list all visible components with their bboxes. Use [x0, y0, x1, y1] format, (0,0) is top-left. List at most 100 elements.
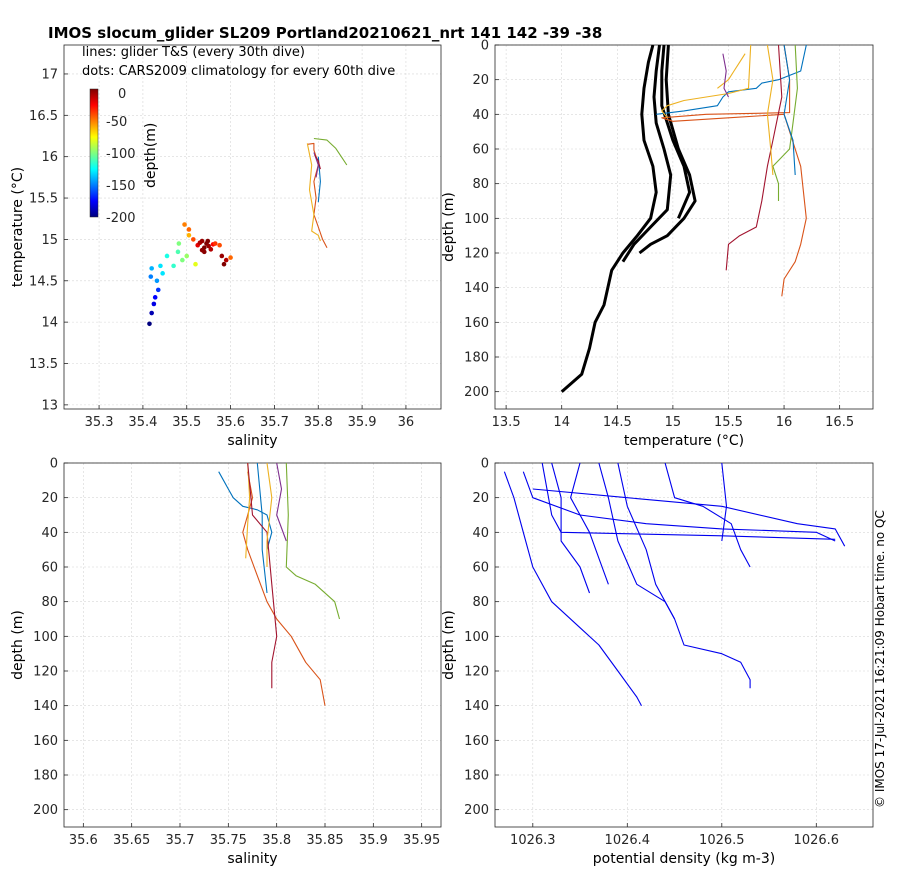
y-tick-label: 20 [41, 491, 58, 506]
x-axis-label: salinity [227, 433, 277, 449]
climatology-dot [221, 261, 227, 267]
climatology-dot [151, 301, 157, 307]
climatology-dot [176, 241, 182, 246]
y-tick-label: 80 [472, 595, 489, 610]
x-tick-label: 1026.5 [699, 833, 745, 848]
colorbar-gradient [89, 88, 99, 218]
profile-line [307, 142, 328, 248]
y-tick-label: 140 [464, 699, 489, 714]
profile-line [560, 45, 658, 393]
temperature-profile-panel: 13.5 14 14.5 15 15.5 16 16.5 0 20 40 60 80 100 120 140… [441, 39, 874, 449]
y-tick-label: 100 [464, 630, 489, 645]
climatology-dot [208, 247, 214, 252]
plot-frame [494, 44, 874, 410]
climatology-dot [182, 222, 187, 227]
y-tick-label: 0 [481, 457, 489, 472]
climatology-dot [171, 263, 176, 269]
x-tick-label: 35.8 [262, 833, 291, 848]
y-tick-label: 120 [464, 665, 489, 680]
profile-line [722, 53, 729, 98]
x-tick-label: 35.7 [166, 833, 195, 848]
x-tick-label: 14 [553, 415, 570, 430]
y-tick-label: 20 [472, 73, 489, 88]
profile-line [256, 463, 268, 594]
plot-frame [63, 44, 442, 410]
profile-line [266, 463, 273, 567]
x-tick-label: 35.95 [403, 833, 440, 848]
y-tick-label: 13 [41, 398, 58, 413]
y-tick-label: 140 [33, 699, 58, 714]
climatology-dot [155, 287, 161, 293]
x-tick-label: 35.9 [348, 415, 377, 430]
y-tick-label: 80 [41, 595, 58, 610]
profile-line [276, 463, 287, 542]
y-tick-label: 180 [464, 769, 489, 784]
y-tick-label: 14 [41, 316, 58, 331]
climatology-dot [228, 255, 233, 260]
profile-line [314, 154, 321, 170]
y-tick-label: 40 [472, 108, 489, 123]
profile-line [717, 53, 746, 89]
climatology-dot [154, 278, 160, 284]
y-tick-label: 40 [472, 526, 489, 541]
profile-line [541, 463, 836, 540]
x-tick-label: 1026.6 [794, 833, 840, 848]
y-tick-label: 200 [464, 803, 489, 818]
climatology-dot [186, 232, 192, 238]
plot-area [218, 463, 341, 706]
profile-line [285, 463, 341, 620]
climatology-dot [158, 263, 163, 269]
y-tick-label: 160 [464, 734, 489, 749]
y-tick-label: 100 [33, 630, 58, 645]
y-tick-label: 40 [41, 526, 58, 541]
climatology-dot [199, 247, 205, 253]
y-tick-label: 120 [33, 665, 58, 680]
y-tick-label: 180 [464, 351, 489, 366]
x-tick-label: 14.5 [603, 415, 632, 430]
climatology-dot [223, 257, 229, 263]
plot-area [503, 463, 846, 706]
y-tick-label: 15 [41, 233, 58, 248]
climatology-dot [219, 253, 225, 259]
density-profile-panel: 1026.3 1026.4 1026.5 1026.6 0 20 40 60 80 100 120 1… [441, 457, 874, 867]
climatology-dot [175, 249, 181, 255]
plot-area [560, 45, 807, 393]
profile-line [721, 463, 728, 542]
colorbar-label: depth(m) [143, 123, 159, 188]
x-tick-label: 35.7 [260, 415, 289, 430]
profile-line [245, 463, 251, 559]
y-tick-label: 20 [472, 491, 489, 506]
x-tick-label: 35.5 [172, 415, 201, 430]
profile-line [660, 45, 692, 219]
climatology-dot [152, 295, 158, 300]
ts-diagram-panel: 35.3 35.4 35.5 35.6 35.7 35.8 35.9 36 13 13.5 14 14… [10, 44, 442, 449]
plot-area [147, 137, 348, 327]
notes: lines: glider T&S (every 30th dive) dots… [82, 45, 395, 79]
x-axis-label: salinity [227, 851, 277, 867]
salinity-profile-panel: 35.6 35.65 35.7 35.75 35.8 35.85 35.9 35.95 0 20 4… [10, 457, 442, 867]
y-tick-label: 160 [464, 316, 489, 331]
plot-frame [494, 462, 874, 828]
x-tick-label: 35.8 [304, 415, 333, 430]
note-dots: dots: CARS2009 climatology for every 60t… [82, 64, 395, 79]
climatology-dot [164, 253, 170, 259]
profile-line [532, 488, 846, 547]
colorbar-tick: -200 [106, 211, 136, 226]
y-tick-label: 17 [41, 67, 58, 82]
x-tick-label: 35.65 [113, 833, 150, 848]
y-tick-label: 13.5 [29, 357, 58, 372]
climatology-dot [206, 243, 211, 249]
x-tick-label: 1026.3 [510, 833, 556, 848]
profile-line [503, 471, 642, 706]
x-tick-label: 13.5 [492, 415, 521, 430]
climatology-dot [205, 238, 211, 244]
climatology-dot [191, 237, 196, 242]
profile-line [570, 463, 609, 585]
y-tick-label: 60 [472, 561, 489, 576]
y-tick-label: 14.5 [29, 274, 58, 289]
climatology-dot [149, 310, 154, 316]
x-axis-label: potential density (kg m-3) [593, 851, 775, 867]
profile-line [664, 463, 751, 568]
x-tick-label: 1026.4 [605, 833, 651, 848]
